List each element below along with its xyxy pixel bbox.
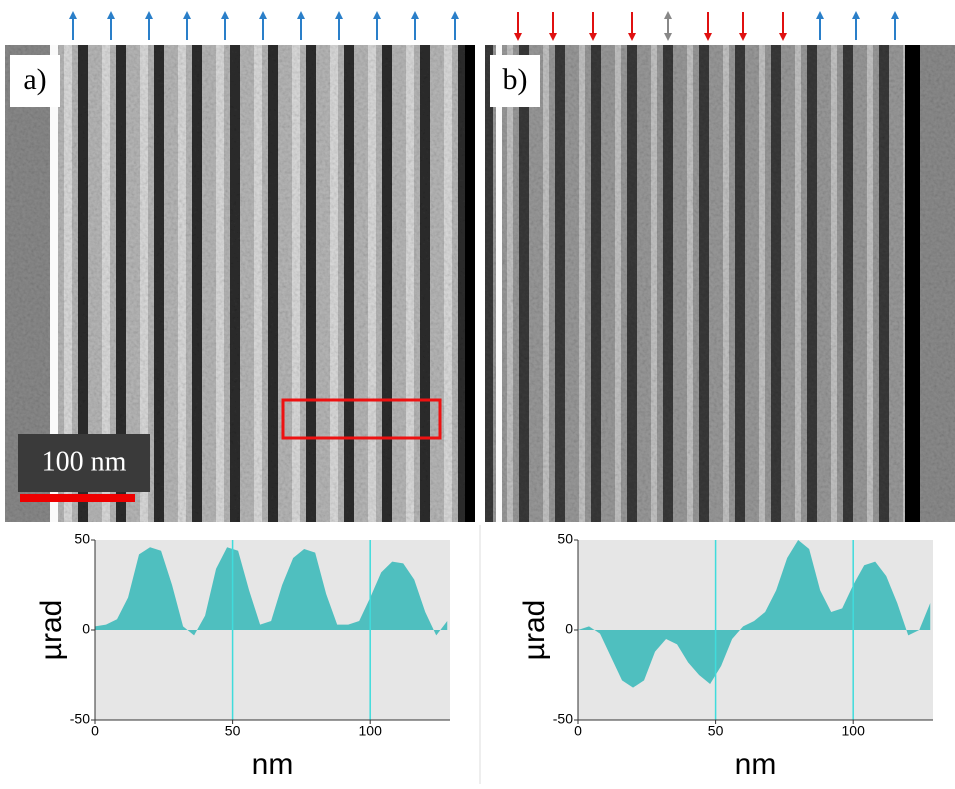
panel-label: a) bbox=[23, 63, 46, 96]
scale-bg bbox=[18, 434, 150, 492]
x-tick-label: 100 bbox=[359, 723, 383, 739]
y-tick-label: 50 bbox=[74, 531, 90, 547]
label-bg bbox=[10, 55, 60, 107]
arrow-head bbox=[335, 11, 343, 19]
arrow-head bbox=[183, 11, 191, 19]
scale-bar bbox=[20, 494, 135, 502]
arrow-head bbox=[451, 11, 459, 19]
arrow-head bbox=[779, 33, 787, 41]
y-tick-label: 0 bbox=[565, 621, 573, 637]
x-tick-label: 0 bbox=[574, 723, 582, 739]
x-tick-label: 50 bbox=[225, 723, 241, 739]
label-bg bbox=[490, 55, 540, 107]
arrow-head bbox=[628, 33, 636, 41]
micrograph-b bbox=[485, 45, 955, 522]
arrow-head bbox=[739, 33, 747, 41]
y-axis-label: µrad bbox=[35, 600, 68, 661]
arrow-head bbox=[69, 11, 77, 19]
arrow-head bbox=[816, 11, 824, 19]
x-tick-label: 50 bbox=[708, 723, 724, 739]
y-tick-label: 0 bbox=[82, 621, 90, 637]
edge bbox=[496, 45, 502, 522]
area bbox=[578, 540, 931, 688]
arrow-head bbox=[664, 33, 672, 41]
x-axis-label: nm bbox=[252, 748, 294, 781]
arrow-head bbox=[664, 11, 672, 19]
arrow-head bbox=[891, 11, 899, 19]
arrow-head bbox=[373, 11, 381, 19]
roi-box bbox=[281, 398, 442, 440]
scale-label: 100 nm bbox=[42, 446, 127, 477]
y-tick-label: -50 bbox=[553, 711, 573, 727]
arrow-head bbox=[221, 11, 229, 19]
arrow-head bbox=[514, 33, 522, 41]
arrow-head bbox=[297, 11, 305, 19]
arrows bbox=[69, 11, 899, 41]
arrow-head bbox=[411, 11, 419, 19]
y-tick-label: -50 bbox=[70, 711, 90, 727]
x-axis-label: nm bbox=[735, 748, 777, 781]
x-tick-label: 100 bbox=[842, 723, 866, 739]
panel-label: b) bbox=[503, 63, 528, 96]
arrow-head bbox=[259, 11, 267, 19]
arrow-head bbox=[549, 33, 557, 41]
x-tick-label: 0 bbox=[91, 723, 99, 739]
y-axis-label: µrad bbox=[518, 600, 551, 661]
arrow-head bbox=[589, 33, 597, 41]
arrow-head bbox=[107, 11, 115, 19]
y-tick-label: 50 bbox=[557, 531, 573, 547]
edge bbox=[50, 45, 58, 522]
area bbox=[95, 547, 448, 636]
arrow-head bbox=[704, 33, 712, 41]
arrow-head bbox=[852, 11, 860, 19]
arrow-head bbox=[145, 11, 153, 19]
